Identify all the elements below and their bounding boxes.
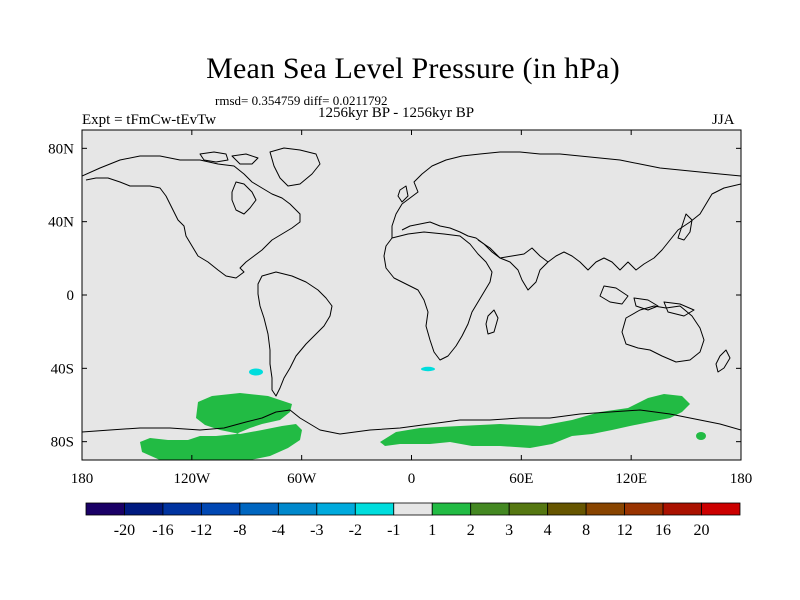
time-period: 1256kyr BP - 1256kyr BP: [318, 105, 475, 121]
map-plot-area: 80N 40N 0 40S 80S 180 120W 60W 0 60E 120E 180: [48, 129, 753, 487]
colorbar-swatch: [431, 502, 472, 516]
colorbar-swatch: [547, 502, 587, 516]
colorbar-label: -16: [152, 522, 173, 539]
latitude-axis: 80N 40N 0 40S 80S: [48, 141, 741, 451]
experiment-label: Expt = tFmCw-tEvTw: [82, 112, 217, 128]
colorbar-label: -8: [233, 522, 246, 539]
colorbar-label: 12: [617, 522, 633, 539]
season-label: JJA: [712, 112, 735, 128]
longitude-axis: 180 120W 60W 0 60E 120E 180: [71, 130, 753, 487]
colorbar-label: 3: [505, 522, 513, 539]
colorbar-label: 20: [694, 522, 710, 539]
colorbar-swatch: [508, 502, 549, 516]
anomaly-region-south-atlantic: [421, 366, 435, 372]
coastlines: [82, 147, 741, 435]
coastline-japan: [677, 213, 693, 241]
coastline-europe-asia: [391, 151, 741, 271]
map-title: Mean Sea Level Pressure (in hPa): [206, 52, 620, 85]
colorbar-swatch: [201, 502, 241, 516]
coastline-new-zealand: [715, 349, 731, 373]
colorbar-swatch: [701, 502, 741, 516]
lon-tick-label: 0: [408, 471, 416, 487]
anomaly-region-small-east: [696, 432, 706, 440]
colorbar-swatch: [85, 502, 125, 516]
lon-tick-label: 180: [730, 471, 753, 487]
rmsd-diff-stats: rmsd= 0.354759 diff= 0.0211792: [215, 93, 388, 108]
coastline-south-america: [257, 271, 333, 397]
positive-anomaly-regions: [140, 393, 706, 460]
lon-tick-label: 60W: [287, 471, 317, 487]
coastline-british-isles: [397, 185, 409, 203]
colorbar-swatch: [585, 502, 625, 516]
colorbar-swatch: [316, 502, 356, 516]
colorbar-label: 1: [428, 522, 436, 539]
colorbar-swatch: [239, 502, 279, 516]
coastline-arabia-india: [477, 239, 549, 291]
coastline-canadian-archipelago: [199, 151, 259, 165]
coastline-antarctica: [82, 409, 741, 435]
negative-anomaly-regions: [249, 366, 435, 376]
colorbar-label: -3: [310, 522, 323, 539]
colorbar-swatch: [393, 502, 433, 516]
lat-tick-label: 40N: [48, 215, 74, 231]
anomaly-region-south-pacific: [249, 368, 263, 376]
colorbar-label: 16: [655, 522, 671, 539]
colorbar-label: -12: [191, 522, 212, 539]
colorbar-swatch: [624, 502, 664, 516]
anomaly-region-indian-antarctic: [380, 394, 690, 448]
coastline-australia: [621, 305, 705, 363]
colorbar-label: 8: [582, 522, 590, 539]
colorbar-label: -4: [272, 522, 285, 539]
anomaly-region-pacific-antarctic: [140, 393, 302, 460]
lat-tick-label: 0: [67, 288, 75, 304]
coastline-africa: [383, 231, 493, 361]
lat-tick-label: 80N: [48, 141, 74, 157]
coastline-north-america: [82, 155, 301, 279]
lon-tick-label: 60E: [509, 471, 533, 487]
lon-tick-label: 180: [71, 471, 94, 487]
colorbar-swatch: [662, 502, 702, 516]
coastline-hudson-bay: [231, 181, 257, 215]
colorbar-label: 2: [467, 522, 475, 539]
colorbar: -20 -16 -12 -8 -4 -3 -2 -1 1 2 3 4 8 12 16 20: [85, 502, 741, 539]
colorbar-swatch: [124, 502, 164, 516]
lat-tick-label: 80S: [51, 435, 74, 451]
lat-tick-label: 40S: [51, 361, 74, 377]
lon-tick-label: 120W: [173, 471, 211, 487]
colorbar-label: -2: [349, 522, 362, 539]
colorbar-swatch: [470, 502, 510, 516]
coastline-greenland: [269, 147, 321, 187]
colorbar-label: -1: [387, 522, 400, 539]
colorbar-label: -20: [114, 522, 135, 539]
colorbar-swatch: [354, 502, 395, 516]
lon-tick-label: 120E: [615, 471, 647, 487]
plot-background: [82, 130, 741, 460]
colorbar-swatch: [277, 502, 318, 516]
colorbar-swatch: [162, 502, 202, 516]
coastline-madagascar: [485, 309, 499, 335]
colorbar-label: 4: [544, 522, 552, 539]
